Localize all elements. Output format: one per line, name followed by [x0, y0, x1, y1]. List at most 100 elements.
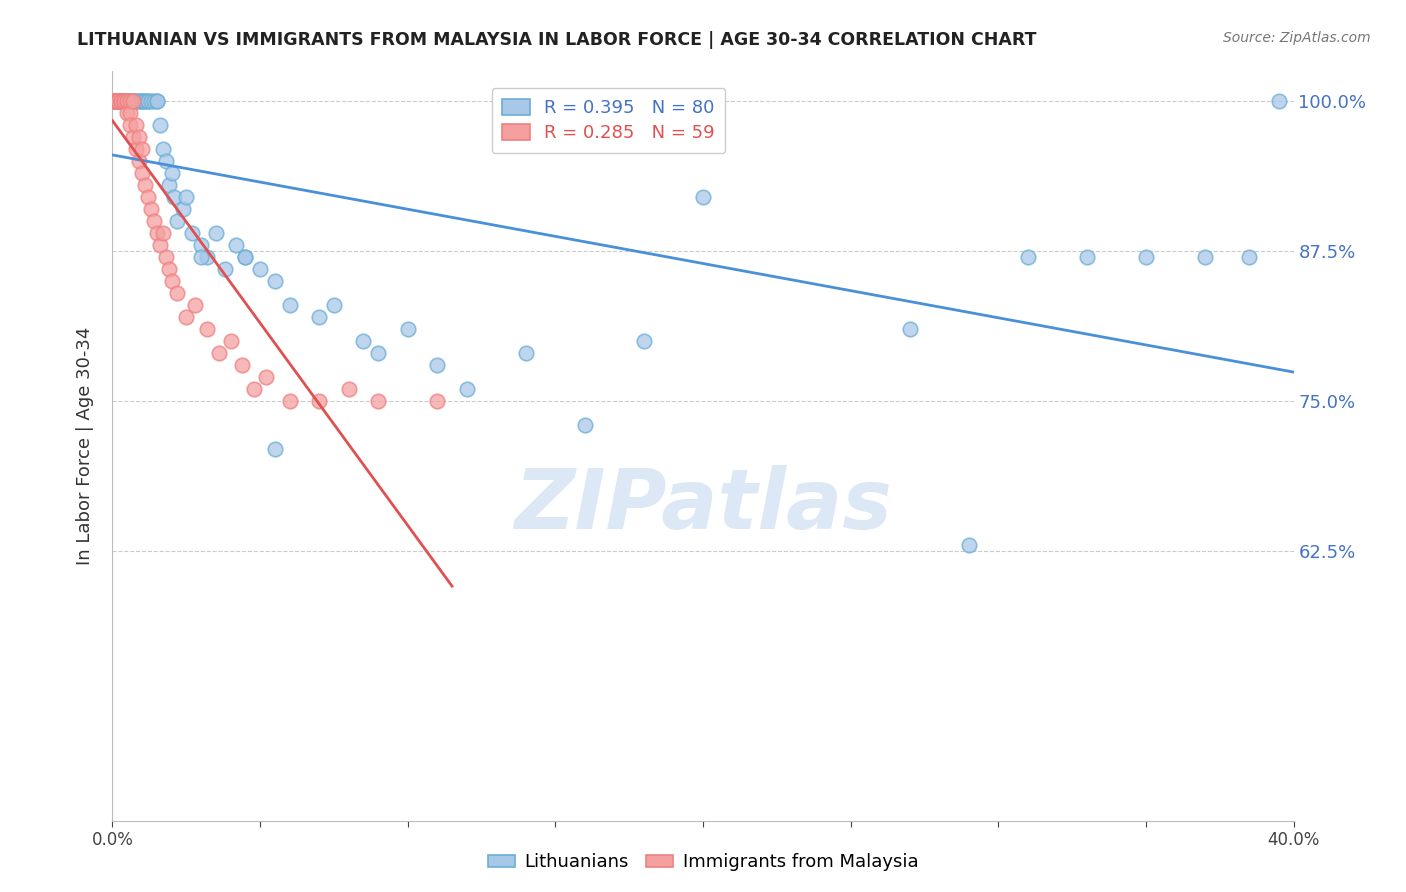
Point: [134, 95, 156, 109]
Y-axis label: In Labor Force | Age 30-34: In Labor Force | Age 30-34: [76, 326, 94, 566]
Point: [131, 95, 153, 109]
Point: [163, 190, 186, 204]
Point: [1135, 250, 1157, 264]
Point: [122, 130, 145, 145]
Point: [117, 95, 138, 109]
Point: [117, 95, 138, 109]
Point: [131, 95, 153, 109]
Legend: R = 0.395   N = 80, R = 0.285   N = 59: R = 0.395 N = 80, R = 0.285 N = 59: [492, 88, 725, 153]
Point: [155, 250, 177, 264]
Point: [136, 95, 159, 109]
Point: [1194, 250, 1216, 264]
Legend: Lithuanians, Immigrants from Malaysia: Lithuanians, Immigrants from Malaysia: [481, 847, 925, 879]
Point: [131, 142, 153, 156]
Point: [367, 394, 389, 409]
Point: [104, 95, 127, 109]
Point: [426, 394, 449, 409]
Point: [1017, 250, 1039, 264]
Point: [214, 262, 236, 277]
Point: [112, 95, 135, 109]
Point: [117, 95, 138, 109]
Point: [134, 178, 156, 193]
Point: [104, 95, 127, 109]
Point: [181, 226, 204, 240]
Point: [190, 250, 212, 264]
Point: [278, 298, 301, 312]
Point: [195, 322, 218, 336]
Point: [112, 95, 135, 109]
Point: [172, 202, 194, 217]
Point: [104, 95, 127, 109]
Point: [574, 417, 596, 432]
Point: [1239, 250, 1261, 264]
Point: [117, 95, 138, 109]
Point: [104, 95, 127, 109]
Point: [225, 238, 247, 252]
Point: [107, 95, 129, 109]
Point: [136, 95, 159, 109]
Point: [219, 334, 242, 348]
Point: [233, 250, 256, 264]
Point: [205, 226, 228, 240]
Point: [104, 95, 127, 109]
Point: [233, 250, 256, 264]
Point: [139, 202, 162, 217]
Point: [254, 370, 277, 384]
Point: [112, 95, 135, 109]
Point: [104, 95, 127, 109]
Point: [195, 250, 218, 264]
Text: ZIPatlas: ZIPatlas: [515, 466, 891, 547]
Point: [337, 382, 360, 396]
Point: [117, 95, 138, 109]
Point: [107, 95, 129, 109]
Point: [898, 322, 921, 336]
Point: [122, 95, 145, 109]
Point: [104, 95, 127, 109]
Point: [249, 262, 271, 277]
Point: [125, 95, 148, 109]
Point: [264, 274, 287, 288]
Point: [456, 382, 478, 396]
Point: [128, 130, 150, 145]
Point: [146, 95, 169, 109]
Point: [120, 118, 142, 132]
Point: [166, 214, 188, 228]
Point: [110, 95, 132, 109]
Point: [120, 106, 142, 120]
Point: [104, 95, 127, 109]
Point: [152, 226, 174, 240]
Point: [160, 274, 183, 288]
Point: [323, 298, 346, 312]
Point: [117, 106, 138, 120]
Point: [264, 442, 287, 456]
Point: [104, 95, 127, 109]
Point: [107, 95, 129, 109]
Point: [112, 95, 135, 109]
Point: [120, 95, 142, 109]
Point: [122, 95, 145, 109]
Point: [160, 166, 183, 180]
Point: [692, 190, 714, 204]
Point: [104, 95, 127, 109]
Point: [110, 95, 132, 109]
Point: [136, 190, 159, 204]
Point: [104, 95, 127, 109]
Point: [107, 95, 129, 109]
Point: [128, 154, 150, 169]
Point: [149, 118, 172, 132]
Point: [190, 238, 212, 252]
Point: [184, 298, 207, 312]
Point: [139, 95, 162, 109]
Point: [157, 178, 180, 193]
Point: [243, 382, 266, 396]
Point: [155, 154, 177, 169]
Point: [122, 95, 145, 109]
Point: [110, 95, 132, 109]
Point: [515, 346, 537, 360]
Point: [122, 95, 145, 109]
Point: [633, 334, 655, 348]
Point: [149, 238, 172, 252]
Point: [146, 95, 169, 109]
Text: Source: ZipAtlas.com: Source: ZipAtlas.com: [1223, 31, 1371, 45]
Point: [107, 95, 129, 109]
